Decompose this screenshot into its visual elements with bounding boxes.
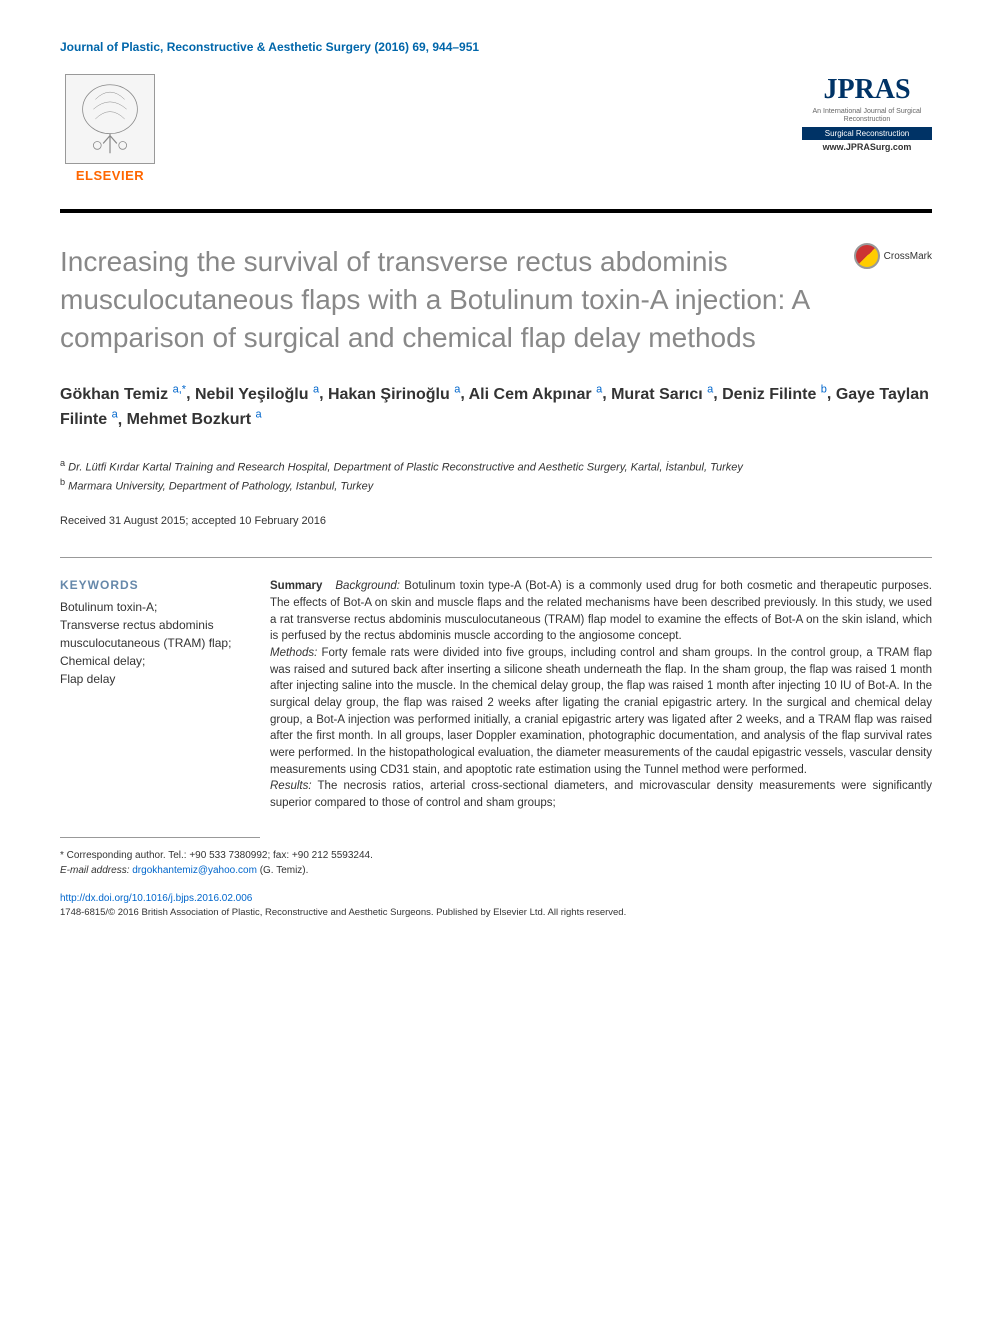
content-row: KEYWORDS Botulinum toxin-A;Transverse re… [60,578,932,811]
email-link[interactable]: drgokhantemiz@yahoo.com [132,865,257,876]
abstract-results: Results: The necrosis ratios, arterial c… [270,778,932,811]
email-line: E-mail address: drgokhantemiz@yahoo.com … [60,863,932,878]
copyright: 1748-6815/© 2016 British Association of … [60,907,932,918]
author-affil-mark[interactable]: a [313,383,319,395]
elsevier-tree-icon [65,74,155,164]
keywords-box: KEYWORDS Botulinum toxin-A;Transverse re… [60,578,240,811]
jpras-subtitle: An International Journal of Surgical Rec… [802,108,932,125]
article-title: Increasing the survival of transverse re… [60,243,854,356]
email-label: E-mail address: [60,865,129,876]
author-affil-mark[interactable]: a,* [173,383,186,395]
title-row: Increasing the survival of transverse re… [60,243,932,356]
crossmark-label: CrossMark [884,251,932,262]
journal-citation: Journal of Plastic, Reconstructive & Aes… [60,40,932,54]
abstract: Summary Background: Botulinum toxin type… [270,578,932,811]
author: Gökhan Temiz a,* [60,386,186,403]
abstract-background: Summary Background: Botulinum toxin type… [270,578,932,645]
elsevier-logo[interactable]: ELSEVIER [60,74,160,194]
elsevier-text: ELSEVIER [76,168,144,183]
affiliations: a Dr. Lütfi Kırdar Kartal Training and R… [60,457,932,495]
author-affil-mark[interactable]: a [255,409,261,421]
doi-link[interactable]: http://dx.doi.org/10.1016/j.bjps.2016.02… [60,893,932,904]
author: Nebil Yeşiloğlu a [195,386,319,403]
divider-thin [60,557,932,558]
jpras-logo[interactable]: JPRAS An International Journal of Surgic… [802,74,932,152]
crossmark-icon [854,243,880,269]
jpras-bar: Surgical Reconstruction [802,127,932,140]
results-label: Results: [270,780,312,792]
logos-row: ELSEVIER JPRAS An International Journal … [60,74,932,194]
abstract-methods: Methods: Forty female rats were divided … [270,645,932,778]
results-text: The necrosis ratios, arterial cross-sect… [270,780,932,809]
author-affil-mark[interactable]: b [821,383,827,395]
affiliation: a Dr. Lütfi Kırdar Kartal Training and R… [60,457,932,476]
jpras-url: www.JPRASurg.com [802,142,932,152]
author: Murat Sarıcı a [611,386,713,403]
author: Deniz Filinte b [722,386,827,403]
authors-list: Gökhan Temiz a,*, Nebil Yeşiloğlu a, Hak… [60,381,932,432]
keywords-list: Botulinum toxin-A;Transverse rectus abdo… [60,598,240,688]
article-dates: Received 31 August 2015; accepted 10 Feb… [60,515,932,527]
author-affil-mark[interactable]: a [112,409,118,421]
corresponding-line: * Corresponding author. Tel.: +90 533 73… [60,848,932,863]
keywords-title: KEYWORDS [60,578,240,592]
background-label: Background: [335,580,400,592]
affiliation: b Marmara University, Department of Path… [60,476,932,495]
methods-label: Methods: [270,647,317,659]
corresponding-author: * Corresponding author. Tel.: +90 533 73… [60,848,932,878]
divider-thick [60,209,932,213]
summary-label: Summary [270,580,322,592]
email-name: (G. Temiz). [260,865,309,876]
jpras-title: JPRAS [802,74,932,106]
author: Ali Cem Akpınar a [469,386,603,403]
author: Hakan Şirinoğlu a [328,386,460,403]
author: Mehmet Bozkurt a [127,411,262,428]
footer-divider [60,837,260,838]
methods-text: Forty female rats were divided into five… [270,647,932,776]
author-affil-mark[interactable]: a [707,383,713,395]
author-affil-mark[interactable]: a [454,383,460,395]
author-affil-mark[interactable]: a [596,383,602,395]
crossmark-badge[interactable]: CrossMark [854,243,932,269]
